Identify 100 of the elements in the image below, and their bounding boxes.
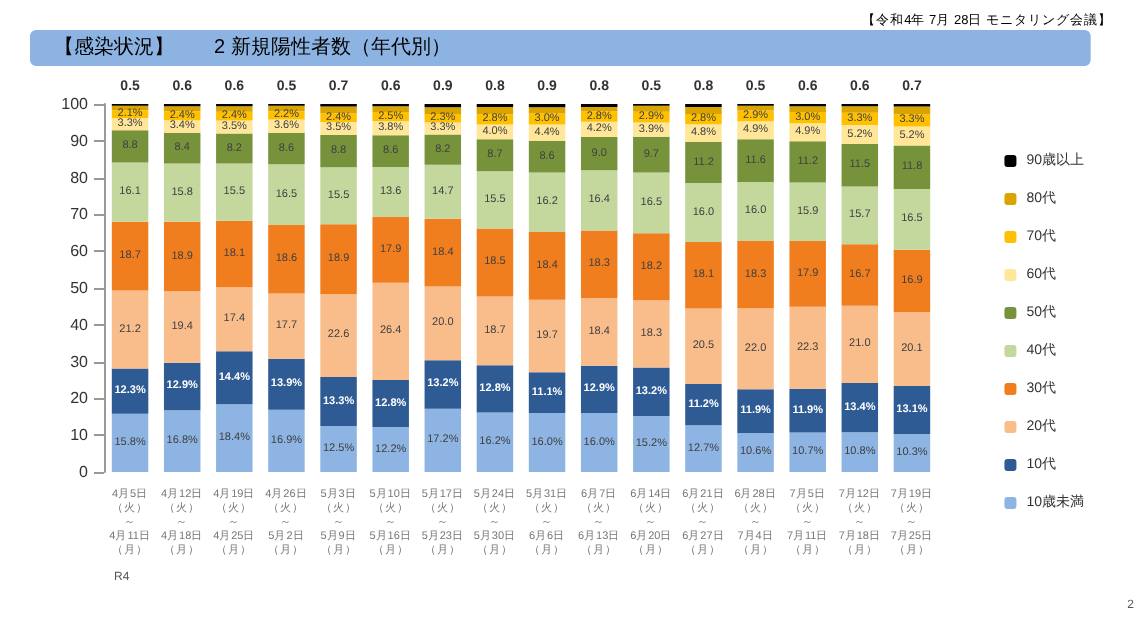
bar <box>580 170 618 231</box>
bar <box>163 163 201 222</box>
bar <box>372 166 409 217</box>
bar <box>737 240 774 309</box>
bar <box>633 136 670 173</box>
bar <box>528 107 566 114</box>
bar <box>528 172 566 233</box>
bar <box>216 287 253 352</box>
bar <box>789 432 826 472</box>
bar <box>111 130 149 163</box>
chart-title: 【感染状況】 2 新規陽性者数（年代別） <box>54 35 451 59</box>
bar <box>580 413 618 472</box>
y-tick-label: 50 <box>70 279 90 297</box>
y-tick-label: 10 <box>70 426 90 445</box>
bar <box>372 427 409 472</box>
bar <box>737 432 774 472</box>
bar <box>737 389 774 433</box>
y-tick-label: 40 <box>70 315 90 334</box>
bar <box>841 144 879 187</box>
bar <box>528 232 566 300</box>
bar <box>372 282 409 380</box>
bar <box>580 137 618 171</box>
bar <box>216 220 253 288</box>
bar <box>685 141 722 184</box>
bar <box>737 308 774 390</box>
bar <box>685 242 722 309</box>
bar <box>789 141 826 183</box>
bar <box>528 299 566 373</box>
bar <box>685 425 722 472</box>
bar <box>476 412 514 472</box>
y-tick-label: 70 <box>70 205 90 224</box>
bar <box>216 133 253 164</box>
bar <box>111 290 149 369</box>
y-tick-label: 30 <box>70 352 90 371</box>
bar <box>424 286 462 361</box>
bar <box>424 218 462 287</box>
bar <box>476 171 514 229</box>
y-tick-label: 80 <box>70 168 90 187</box>
bar <box>424 164 462 219</box>
bar <box>893 145 931 190</box>
bar <box>424 134 462 165</box>
bar <box>476 296 514 366</box>
bar <box>268 132 305 165</box>
bar <box>320 377 357 426</box>
bar <box>320 167 357 225</box>
bar <box>633 233 670 301</box>
bar <box>528 413 566 472</box>
bar <box>424 408 462 472</box>
bar <box>789 240 826 307</box>
bar <box>268 409 305 472</box>
bar <box>789 182 826 241</box>
bar <box>163 410 201 472</box>
bar <box>633 300 670 368</box>
bar <box>372 135 409 167</box>
bar <box>685 106 722 114</box>
bar <box>737 105 774 111</box>
bar <box>216 404 253 472</box>
y-tick-label: 90 <box>70 131 90 150</box>
y-tick-label: 20 <box>70 389 90 408</box>
bar <box>685 384 722 426</box>
bar <box>580 230 618 298</box>
bar <box>372 106 409 113</box>
bar <box>111 162 149 222</box>
bar <box>372 380 409 428</box>
bar <box>372 216 409 283</box>
bar <box>216 106 253 112</box>
bar <box>528 372 566 414</box>
bar <box>528 140 566 173</box>
bar <box>163 221 201 292</box>
bar <box>268 358 305 410</box>
bar <box>216 163 253 221</box>
bar <box>737 182 774 241</box>
bar <box>685 183 722 242</box>
bar <box>111 221 149 291</box>
bar <box>320 426 357 472</box>
bar <box>893 249 931 312</box>
bar <box>476 139 514 172</box>
bar <box>789 306 826 389</box>
bar <box>633 416 670 472</box>
bar <box>841 186 879 245</box>
bar <box>268 293 305 359</box>
bar <box>789 106 826 113</box>
bar <box>685 308 722 385</box>
bar <box>424 360 462 409</box>
bar <box>476 228 514 297</box>
y-tick-label: 100 <box>61 95 90 113</box>
bar <box>789 388 826 433</box>
bar <box>633 105 670 112</box>
bar <box>111 413 149 472</box>
bar <box>580 297 618 366</box>
bar <box>633 172 670 234</box>
bar <box>841 305 879 383</box>
bar <box>268 225 305 294</box>
bar <box>320 134 357 168</box>
bar <box>216 351 253 405</box>
bar <box>320 224 357 294</box>
bar <box>841 244 879 306</box>
bar <box>737 139 774 183</box>
bar <box>163 132 201 164</box>
bar <box>320 293 357 378</box>
